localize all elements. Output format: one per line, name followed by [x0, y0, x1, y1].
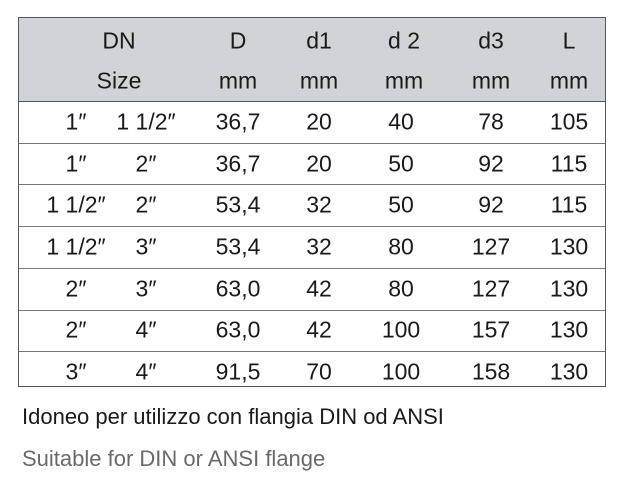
row-rule [19, 184, 605, 186]
table-cell: 50 [388, 150, 414, 177]
table-cell: 100 [381, 358, 421, 385]
table-cell: 40 [388, 108, 414, 135]
table-cell: 42 [306, 316, 332, 343]
table-cell: 127 [471, 275, 511, 302]
row-rule [19, 267, 605, 269]
table-cell: 78 [478, 108, 504, 135]
header-cell: mm [384, 67, 424, 94]
table-cell: 50 [388, 191, 414, 218]
table-cell: 20 [306, 150, 332, 177]
table-cell: 158 [471, 358, 511, 385]
table-cell: 3″ [65, 358, 87, 385]
table-cell: 1 1/2″ [116, 108, 176, 135]
table-cell: 36,7 [215, 108, 261, 135]
table-cell: 91,5 [215, 358, 261, 385]
table-cell: 2″ [65, 316, 87, 343]
row-rule [19, 226, 605, 228]
table-cell: 157 [471, 316, 511, 343]
table-cell: 63,0 [215, 316, 261, 343]
header-cell: mm [299, 67, 339, 94]
table-cell: 115 [550, 191, 588, 218]
header-cell: DN [102, 27, 136, 54]
note-english: Suitable for DIN or ANSI flange [22, 446, 326, 471]
table-cell: 42 [306, 275, 332, 302]
header-band [19, 18, 605, 102]
table-cell: 92 [478, 150, 504, 177]
table-cell: 130 [549, 233, 589, 260]
table-cell: 32 [306, 233, 332, 260]
row-rule [19, 309, 605, 311]
table-cell: 1″ [65, 150, 87, 177]
header-cell: d1 [306, 27, 332, 54]
table-cell: 1 1/2″ [46, 233, 106, 260]
table-cell: 127 [471, 233, 511, 260]
table-cell: 32 [306, 191, 332, 218]
table-cell: 20 [306, 108, 332, 135]
table-cell: 4″ [135, 358, 157, 385]
header-cell: mm [471, 67, 511, 94]
table-cell: 70 [306, 358, 332, 385]
table-cell: 63,0 [215, 275, 261, 302]
header-cell: mm [218, 67, 258, 94]
table-cell: 2″ [135, 191, 157, 218]
table-cell: 105 [549, 108, 589, 135]
header-cell: d 2 [388, 27, 420, 54]
table-cell: 130 [549, 316, 589, 343]
table-cell: 100 [381, 316, 421, 343]
header-cell: d3 [478, 27, 504, 54]
table-cell: 80 [388, 233, 414, 260]
table-cell: 80 [388, 275, 414, 302]
table-cell: 3″ [135, 275, 157, 302]
table-cell: 2″ [65, 275, 87, 302]
row-rule [19, 351, 605, 353]
note-italian: Idoneo per utilizzo con flangia DIN od A… [22, 404, 444, 429]
table-cell: 92 [478, 191, 504, 218]
header-cell: Size [96, 67, 142, 94]
table-cell: 2″ [135, 150, 157, 177]
table-cell: 130 [549, 358, 589, 385]
table-cell: 53,4 [215, 191, 261, 218]
table-cell: 36,7 [215, 150, 261, 177]
header-cell: L [562, 27, 576, 54]
header-cell: D [229, 27, 247, 54]
row-rule [19, 142, 605, 144]
table-cell: 3″ [135, 233, 157, 260]
table-cell: 115 [550, 150, 588, 177]
table-cell: 1 1/2″ [46, 191, 106, 218]
table-cell: 53,4 [215, 233, 261, 260]
table-cell: 1″ [65, 108, 87, 135]
table-cell: 130 [549, 275, 589, 302]
table-cell: 4″ [135, 316, 157, 343]
header-cell: mm [549, 67, 589, 94]
